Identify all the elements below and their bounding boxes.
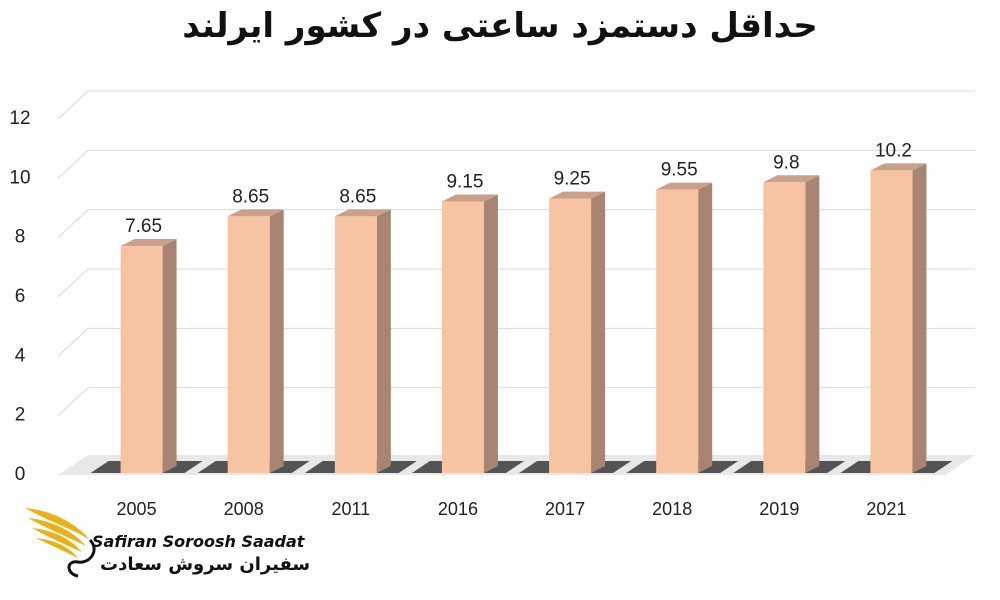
bar-side: [483, 194, 498, 474]
gridline-diagonal: [57, 90, 89, 120]
brand-name-english: Safiran Soroosh Saadat: [92, 532, 305, 551]
y-axis-ticks: 0 2 4 6 8 10 12: [9, 108, 30, 485]
bar: [441, 201, 484, 474]
y-tick-label: 2: [15, 405, 26, 426]
y-tick-label: 10: [9, 167, 30, 188]
x-tick-label: 2011: [331, 499, 370, 519]
bar-top: [227, 209, 284, 217]
bar-top: [549, 191, 606, 199]
data-label: 8.65: [339, 186, 376, 207]
x-tick-label: 2017: [545, 499, 585, 519]
bar-side: [698, 182, 713, 473]
gridline-diagonal: [57, 149, 89, 179]
y-tick-label: 12: [9, 108, 30, 129]
bar: [227, 216, 270, 473]
bar-side: [805, 175, 820, 473]
y-tick-label: 6: [15, 286, 26, 307]
bar-top: [870, 163, 927, 171]
bar-side: [269, 209, 284, 473]
bar: [870, 170, 913, 473]
bar-top: [334, 209, 391, 217]
x-tick-label: 2019: [759, 499, 799, 519]
gridline-diagonal: [57, 327, 89, 357]
wing-logo-icon: [25, 508, 96, 578]
gridlines: [57, 90, 975, 417]
bar: [120, 246, 163, 473]
y-tick-label: 0: [15, 464, 26, 485]
bar: [763, 182, 806, 473]
bar-top: [763, 175, 820, 183]
data-label: 8.65: [232, 186, 269, 207]
gridline-diagonal: [57, 268, 89, 298]
data-label: 10.2: [875, 140, 912, 161]
bars: [90, 163, 953, 474]
bar-side: [912, 163, 927, 473]
bar-side: [162, 239, 177, 473]
y-tick-label: 4: [15, 345, 26, 366]
data-label: 9.15: [446, 172, 483, 193]
bar: [334, 216, 377, 473]
bar-top: [656, 182, 713, 190]
gridline-diagonal: [57, 387, 89, 417]
data-labels: 7.65 8.65 8.65 9.15 9.25 9.55 9.8 10.2: [125, 140, 912, 237]
data-label: 9.8: [773, 152, 799, 173]
y-tick-label: 8: [15, 227, 26, 248]
brand-logo: Safiran Soroosh Saadat سفیران سروش سعادت: [20, 500, 310, 590]
bar-top: [120, 239, 177, 247]
gridline-diagonal: [57, 209, 89, 239]
x-tick-label: 2005: [117, 499, 157, 519]
data-label: 7.65: [125, 216, 162, 237]
bar-side: [591, 191, 606, 474]
bar-top: [441, 194, 498, 202]
x-tick-label: 2021: [866, 499, 906, 519]
x-tick-label: 2008: [224, 499, 264, 519]
x-axis-ticks: 2005 2008 2011 2016 2017 2018 2019 2021: [117, 499, 907, 519]
data-label: 9.25: [554, 169, 591, 190]
bar-side: [376, 209, 391, 473]
bar: [549, 198, 592, 474]
brand-name-persian: سفیران سروش سعادت: [100, 554, 311, 575]
x-tick-label: 2018: [652, 499, 692, 519]
bar: [656, 189, 699, 473]
x-tick-label: 2016: [438, 499, 478, 519]
data-label: 9.55: [661, 160, 698, 181]
chart-title: حداقل دستمزد ساعتی در کشور ایرلند: [182, 6, 818, 46]
